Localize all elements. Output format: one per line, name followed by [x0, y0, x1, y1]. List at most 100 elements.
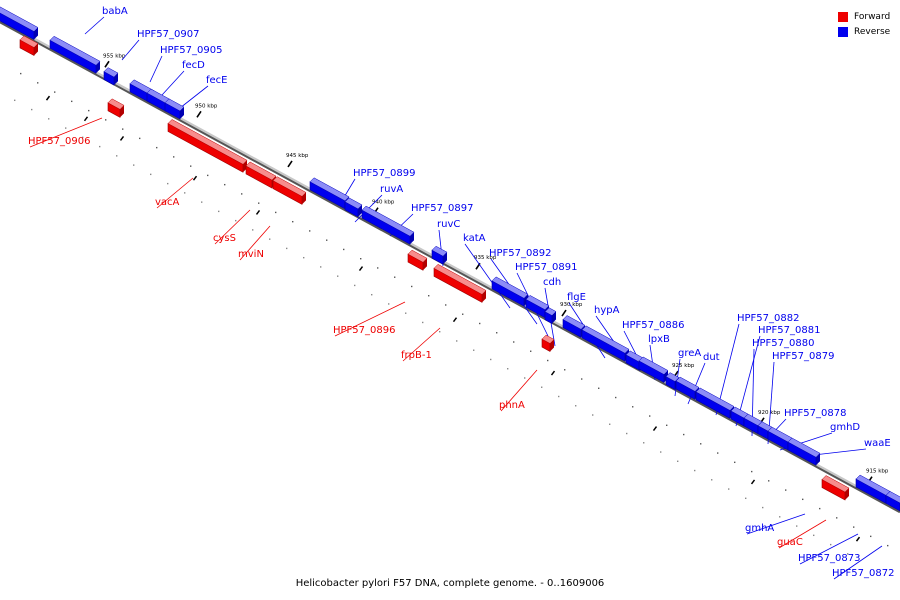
track-dot	[82, 136, 84, 139]
gene-side	[552, 311, 556, 324]
gene-side	[410, 232, 414, 245]
track-dot	[683, 433, 685, 436]
track-dot	[717, 452, 719, 454]
tick-label: 940 kbp	[372, 200, 395, 206]
track-dot	[439, 331, 441, 333]
legend-reverse-label: Reverse	[854, 26, 891, 37]
legend-reverse: Reverse	[838, 24, 890, 39]
track-dot	[360, 258, 362, 260]
background-dots	[14, 72, 889, 555]
gene-label-kata: katA	[463, 233, 486, 244]
leader-line	[500, 369, 538, 412]
track-dot	[207, 174, 209, 177]
track-dot	[830, 543, 832, 546]
track-dot	[48, 118, 50, 120]
track-dot	[326, 239, 328, 241]
track-dot	[677, 460, 679, 462]
track-dot	[479, 322, 481, 325]
track-dot	[337, 275, 339, 277]
gene-label-hpf57-0880: HPF57_0880	[752, 338, 814, 349]
gene-label-hypa: hypA	[594, 305, 620, 316]
gene-label-hpf57-0897: HPF57_0897	[411, 203, 473, 214]
gene-label-baba: babA	[102, 6, 128, 17]
track-dot	[564, 369, 566, 371]
track-dot	[422, 321, 424, 324]
tick-label: 950 kbp	[195, 103, 218, 109]
track-dot	[615, 396, 617, 399]
track-dot	[609, 423, 611, 425]
track-dot	[751, 470, 753, 473]
forward-swatch	[838, 11, 848, 22]
gene-label-hpf57-0907: HPF57_0907	[137, 29, 199, 40]
track-dot	[309, 230, 311, 232]
track-dot	[394, 276, 396, 278]
gene-label-hpf57-0896: HPF57_0896	[333, 325, 395, 336]
track-dot	[887, 544, 889, 547]
tick-mark	[287, 160, 293, 168]
gene-side	[482, 290, 486, 303]
reverse-gene-block	[103, 67, 119, 86]
track-dot	[371, 293, 373, 296]
track-dot	[252, 229, 254, 231]
track-dot	[728, 488, 730, 490]
leader-line	[799, 533, 859, 565]
gene-top	[167, 119, 248, 165]
gene-label-grea: greA	[678, 348, 701, 359]
track-dot	[592, 414, 594, 416]
forward-gene-block	[541, 334, 555, 352]
gene-side	[180, 107, 184, 119]
track-dot	[156, 146, 158, 149]
tick-label: 930 kbp	[560, 302, 583, 308]
track-dot	[626, 432, 628, 435]
track-dot	[456, 340, 458, 342]
forward-gene-block	[167, 119, 248, 173]
track-dot	[218, 210, 220, 213]
track-dot	[14, 99, 16, 102]
gene-label-hpf57-0905: HPF57_0905	[160, 45, 222, 56]
track-dot	[258, 202, 260, 204]
tick-mark	[104, 60, 110, 68]
track-dot	[428, 295, 430, 297]
track-dot	[269, 238, 271, 240]
gene-label-gmha: gmhA	[745, 523, 774, 534]
leader-line	[179, 85, 209, 109]
reverse-gene-block	[0, 6, 39, 41]
gene-label-frpb-1: frpB-1	[401, 350, 432, 361]
track-dot	[71, 100, 73, 103]
track-dot	[116, 155, 118, 157]
gene-side	[845, 488, 849, 501]
reverse-swatch	[838, 26, 848, 37]
tick-mark	[192, 175, 198, 181]
track-dot	[167, 182, 169, 185]
track-dot	[184, 192, 186, 194]
track-dot	[241, 193, 243, 195]
track-dot	[507, 368, 509, 370]
track-dot	[20, 72, 22, 75]
tick-mark	[358, 266, 364, 271]
track-dot	[547, 359, 549, 362]
tick-label: 935 kbp	[474, 255, 497, 261]
track-dot	[275, 211, 277, 214]
track-dot	[694, 469, 696, 472]
gene-side	[302, 192, 306, 205]
gene-side	[120, 105, 124, 118]
reverse-gene-block	[361, 205, 415, 245]
gene-side	[96, 61, 100, 74]
track-dot	[513, 341, 515, 343]
gene-label-vaca: vacA	[155, 197, 180, 208]
leader-line	[84, 16, 105, 35]
track-dot	[150, 173, 152, 176]
track-dot	[133, 164, 135, 166]
gene-label-hpf57-0886: HPF57_0886	[622, 320, 684, 331]
track-dot	[473, 349, 475, 351]
track-dot	[65, 127, 67, 129]
tick-label: 945 kbp	[286, 153, 309, 159]
gene-label-hpf57-0891: HPF57_0891	[515, 262, 577, 273]
forward-gene-block	[433, 263, 487, 303]
track-dot	[734, 461, 736, 464]
legend-forward: Forward	[838, 9, 890, 24]
track-dot	[745, 497, 747, 500]
track-dot	[813, 534, 815, 537]
legend-forward-label: Forward	[854, 11, 891, 22]
